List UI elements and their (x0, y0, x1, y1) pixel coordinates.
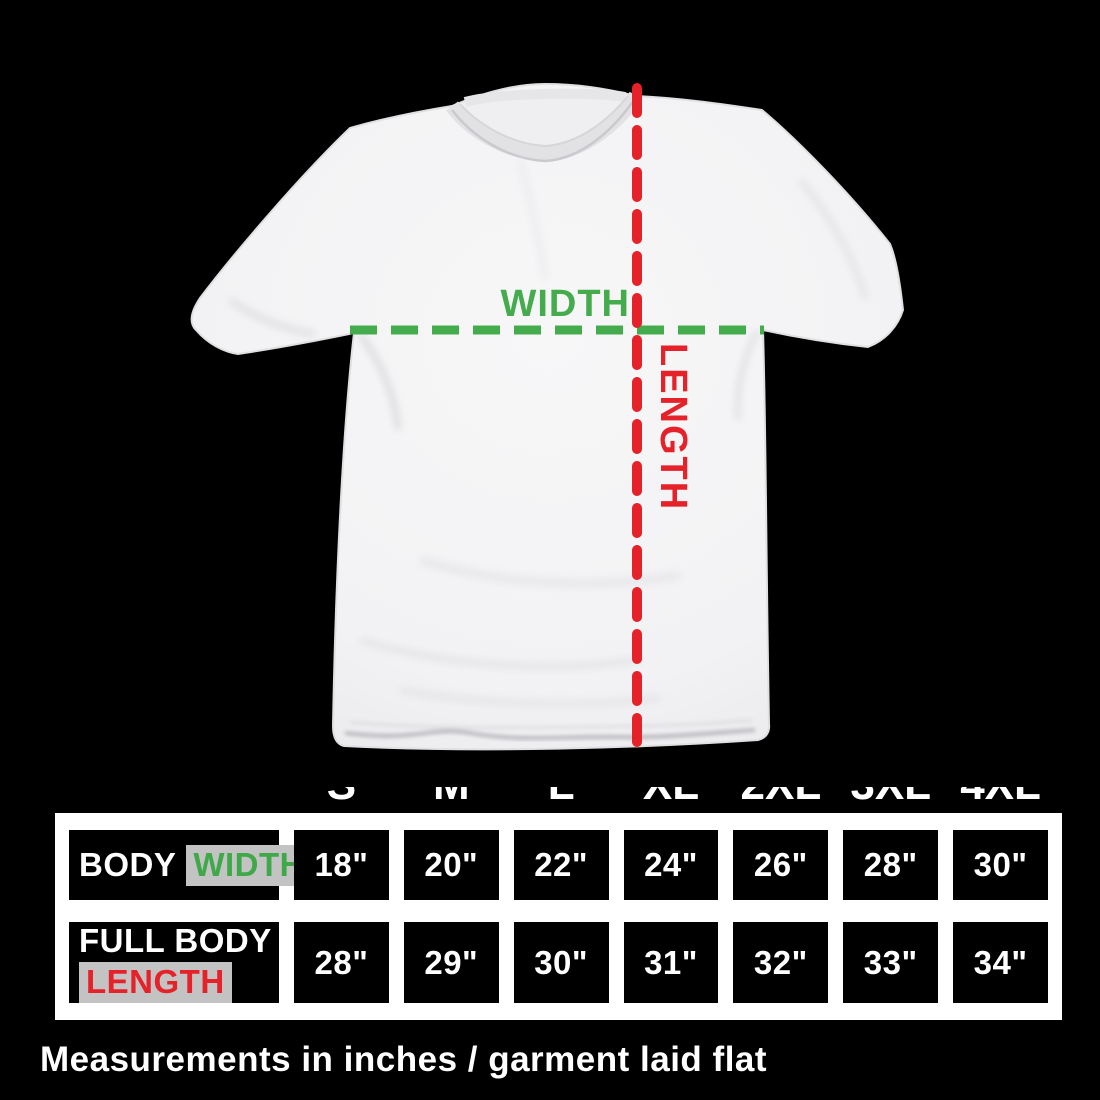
hem-seam (344, 719, 756, 740)
size-header-3xl: 3XL (843, 787, 938, 813)
tshirt-body (190, 82, 905, 751)
width-value-s: 18" (294, 830, 389, 900)
size-header-row: S M L XL 2XL 3XL 4XL (55, 787, 1062, 813)
length-value-3xl: 33" (843, 922, 939, 1003)
width-value-4xl: 30" (953, 830, 1048, 900)
width-value-m: 20" (403, 830, 499, 900)
size-table: BODY WIDTH 18" 20" 22" 24" 26" 28" 30" F… (55, 813, 1062, 1020)
wrinkle-shading (228, 159, 869, 707)
measurement-note: Measurements in inches / garment laid fl… (40, 1040, 768, 1079)
length-value-xl: 31" (623, 922, 719, 1003)
row-label-width: BODY WIDTH (69, 830, 311, 900)
length-value-4xl: 34" (953, 922, 1048, 1003)
collar-back-band (463, 88, 626, 107)
width-value-3xl: 28" (843, 830, 939, 900)
collar-inner-seam (459, 95, 629, 148)
length-value-m: 29" (403, 922, 499, 1003)
size-header-m: M (404, 787, 499, 813)
size-header-2xl: 2XL (733, 787, 828, 813)
length-line-label: LENGTH (652, 343, 694, 512)
collar-seam (451, 99, 636, 163)
row-label-length: FULL BODY LENGTH (69, 922, 279, 1003)
width-value-xl: 24" (623, 830, 719, 900)
length-value-2xl: 32" (733, 922, 829, 1003)
size-header-4xl: 4XL (953, 787, 1048, 813)
size-header-xl: XL (624, 787, 719, 813)
size-header-spacer (69, 787, 279, 813)
row-label-length-prefix: FULL BODY (79, 922, 272, 959)
length-value-l: 30" (513, 922, 609, 1003)
row-label-length-highlight: LENGTH (79, 962, 232, 1003)
width-value-l: 22" (513, 830, 609, 900)
collar-band (446, 91, 643, 162)
width-value-2xl: 26" (733, 830, 829, 900)
length-value-s: 28" (294, 922, 389, 1003)
size-header-l: L (514, 787, 609, 813)
width-line-label: WIDTH (500, 283, 630, 325)
size-header-s: S (294, 787, 389, 813)
row-label-width-highlight: WIDTH (186, 844, 311, 886)
row-label-width-prefix: BODY (79, 846, 177, 883)
